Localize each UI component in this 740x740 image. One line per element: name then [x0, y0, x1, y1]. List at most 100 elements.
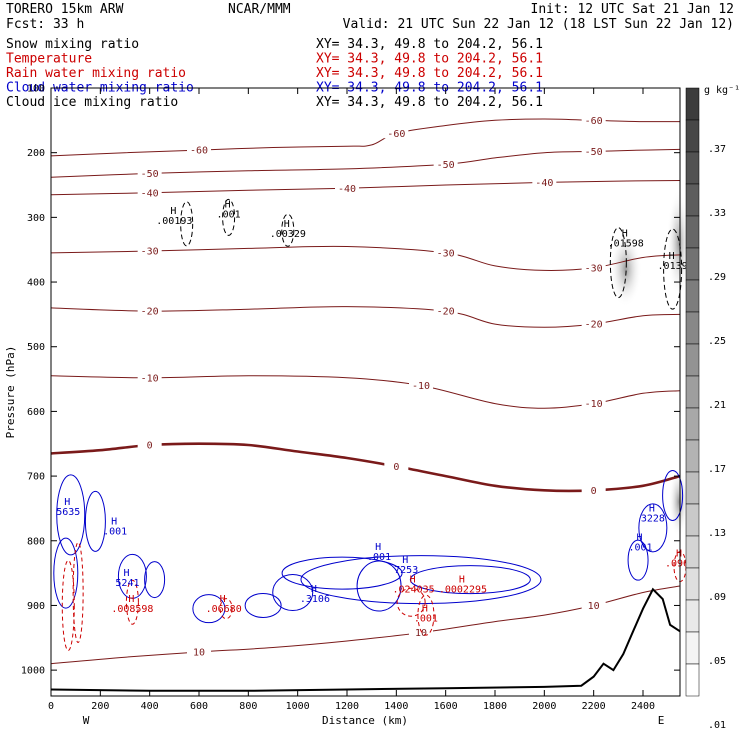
colorbar-label: .01: [708, 720, 726, 731]
contour-label-bg: [581, 261, 606, 273]
field-xy: XY= 34.3, 49.8 to 204.2, 56.1: [316, 37, 543, 52]
temperature-contour-label: -10: [585, 399, 603, 410]
maximum-value: .3106: [300, 594, 330, 605]
snow-shading: [609, 188, 691, 537]
colorbar-label: .25: [708, 336, 726, 347]
maximum-marker: H: [637, 532, 643, 543]
y-tick-label: 100: [27, 84, 45, 95]
temperature-contour-label: 10: [588, 601, 600, 612]
contour-label-bg: [581, 114, 606, 126]
colorbar-label: .17: [708, 464, 726, 475]
maximum-marker: H: [422, 604, 428, 615]
cloud-water-contour: [53, 537, 79, 609]
rain-water-contour: [72, 542, 84, 644]
y-tick-label: 1000: [21, 666, 45, 677]
temperature-contour-label: -60: [387, 129, 405, 140]
cloud-water-contour: [272, 574, 314, 612]
maximum-marker: H: [669, 251, 675, 262]
cloud-water-contour: [144, 561, 166, 599]
colorbar-label: .37: [708, 144, 726, 155]
temperature-contour-label: -50: [141, 169, 159, 180]
maximum-value: 3228: [641, 513, 665, 524]
temperature-contour-label: 0: [591, 486, 597, 497]
rain-water-contour: [219, 598, 233, 620]
model-title: TORERO 15km ARW: [6, 2, 124, 17]
maximum-marker: H: [111, 516, 117, 527]
temperature-contour-label: -30: [585, 263, 603, 274]
maximum-marker: H: [64, 497, 70, 508]
contour-label-bg: [532, 176, 557, 188]
west-label: W: [83, 714, 90, 727]
colorbar-label: .05: [708, 656, 726, 667]
temperature-contour-label: -30: [141, 246, 159, 257]
maximum-marker: H: [225, 199, 231, 210]
maximum-value: .008598: [111, 604, 153, 615]
maximum-value: .001: [217, 209, 241, 220]
maximum-value: .0002295: [439, 585, 487, 596]
colorbar-box: [685, 247, 700, 281]
temperature-contour-label: -10: [412, 381, 430, 392]
contour-label-bg: [581, 318, 606, 330]
contour-label-bg: [581, 145, 606, 157]
x-tick-label: 1400: [384, 701, 408, 712]
temperature-contour-label: 0: [147, 441, 153, 452]
colorbar-box: [685, 599, 700, 633]
cloud-water-contour: [56, 474, 86, 556]
contour-label-bg: [409, 626, 433, 638]
colorbar-box: [685, 503, 700, 537]
maximum-marker: H: [649, 503, 655, 514]
cloud-ice-contour: [663, 228, 683, 310]
colorbar-unit: g kg⁻¹: [704, 85, 740, 96]
maximum-value: .00329: [270, 229, 306, 240]
maximum-value: 5635: [56, 507, 80, 518]
x-tick-label: 2200: [582, 701, 606, 712]
maximum-marker: H: [410, 575, 416, 586]
temperature-contour-label: -30: [437, 248, 455, 259]
temperature-contour-label: -60: [585, 116, 603, 127]
cloud-water-contour: [638, 503, 668, 553]
maximum-value: .001: [628, 542, 652, 553]
contour-label-bg: [137, 371, 162, 383]
maximum-marker: H: [311, 584, 317, 595]
temperature-contour-label: -20: [437, 307, 455, 318]
plot-area: -60 -60 -60 -50 -50 -50 -40 -40 -40 -30 -30 -30 -20 -…: [21, 84, 695, 713]
maximum-marker: H: [402, 555, 408, 566]
maximum-value: .001: [103, 526, 127, 537]
rain-water-contour: [61, 559, 75, 651]
colorbar-box: [685, 183, 700, 217]
temperature-contour-label: -20: [585, 320, 603, 331]
colorbar-box: [685, 119, 700, 153]
contour-label-bg: [581, 484, 606, 496]
maximum-marker: H: [622, 228, 628, 239]
colorbar-label: .13: [708, 528, 726, 539]
snow-patch: [668, 466, 689, 537]
maximum-marker: H: [459, 575, 465, 586]
contour-label-bg: [433, 305, 458, 317]
colorbar: .37 .33 .29 .25 .21 .17 .13 .09 .05 .01: [685, 87, 726, 731]
contour-label-bg: [581, 397, 606, 409]
x-tick-label: 2000: [532, 701, 556, 712]
maximum-value: .06680: [206, 604, 242, 615]
maximum-value: .00193: [156, 216, 192, 227]
x-tick-label: 1000: [286, 701, 310, 712]
y-tick-label: 600: [27, 407, 45, 418]
east-label: E: [658, 714, 665, 727]
colorbar-box: [685, 439, 700, 473]
y-tick-label: 900: [27, 601, 45, 612]
cloud-ice-contour: [609, 227, 627, 299]
contour-label-bg: [137, 244, 162, 256]
temperature-contour-label: -40: [141, 188, 159, 199]
contour-label-bg: [137, 305, 162, 317]
cloud-water-contour: [84, 490, 106, 552]
cloud-water-contour: [117, 553, 147, 599]
contour-label-bg: [433, 246, 458, 258]
colorbar-box: [685, 663, 700, 697]
maximum-marker: H: [284, 219, 290, 230]
colorbar-box: [685, 567, 700, 601]
x-tick-label: 0: [48, 701, 54, 712]
contour-label-bg: [137, 186, 162, 198]
contour-label-bg: [335, 182, 359, 194]
y-tick-label: 700: [27, 472, 45, 483]
cloud-water-contour: [281, 556, 403, 590]
